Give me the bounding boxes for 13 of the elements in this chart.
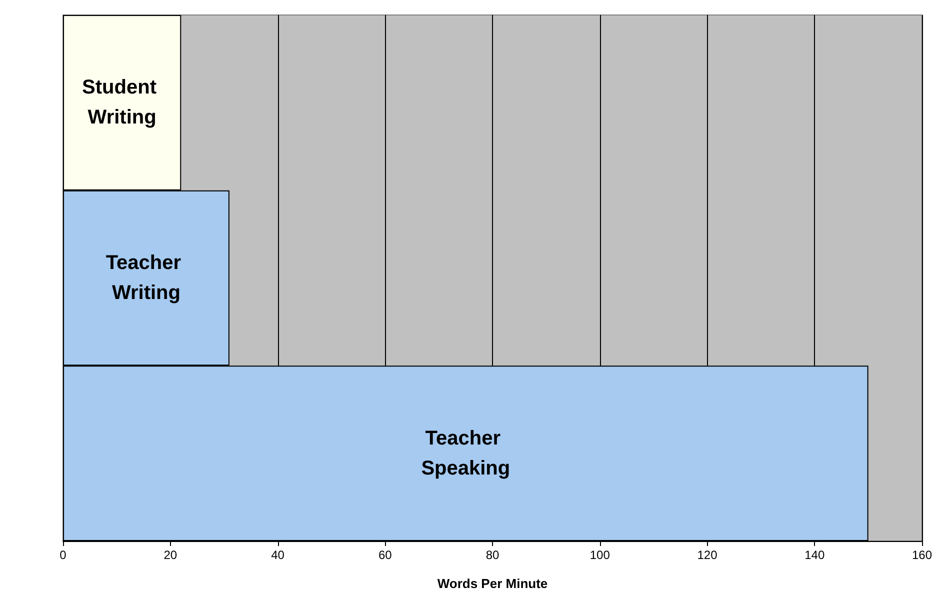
y-tick-label: Student Writing — [82, 76, 162, 129]
y-tick-label: Teacher Speaking — [421, 427, 510, 480]
x-tick-label: 120 — [697, 548, 718, 562]
x-tick-label: 60 — [378, 548, 392, 562]
x-tick-label: 20 — [164, 548, 178, 562]
x-tick-label: 100 — [590, 548, 610, 562]
x-tick-label: 40 — [271, 548, 285, 562]
y-tick-label: Teacher Writing — [106, 252, 187, 304]
x-tick-label: 80 — [486, 548, 500, 562]
x-axis-title: Words Per Minute — [437, 576, 548, 591]
x-tick-label: 0 — [60, 548, 67, 562]
x-tick-label: 140 — [804, 548, 825, 562]
x-tick-label: 160 — [912, 548, 932, 562]
